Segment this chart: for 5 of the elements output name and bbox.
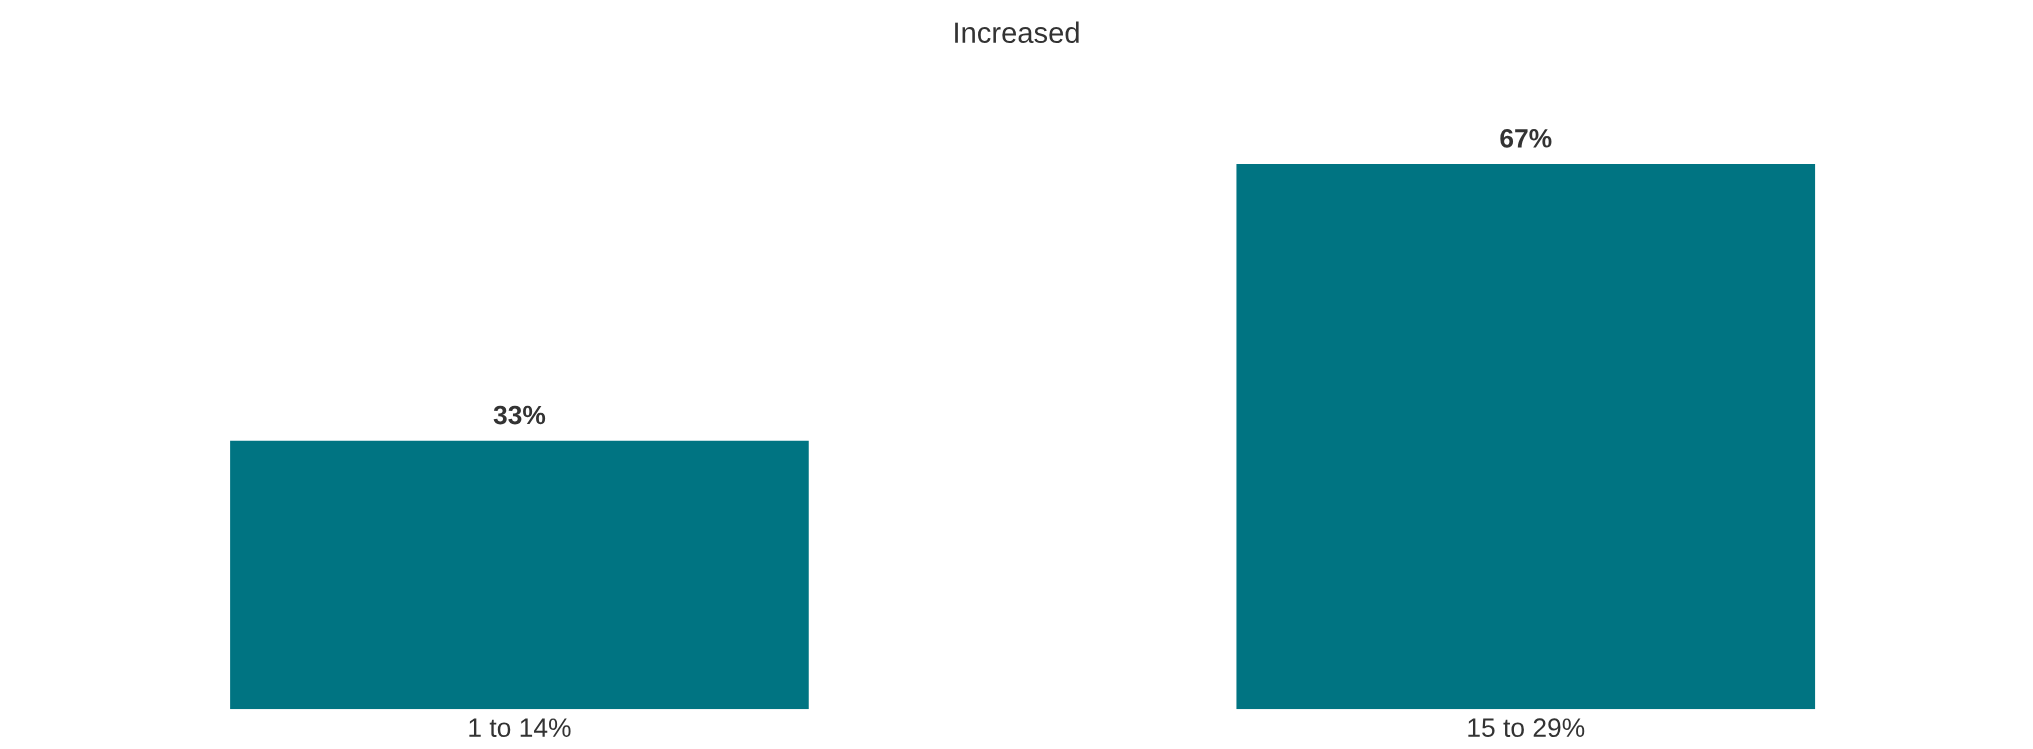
chart-title: Increased	[955, 21, 1079, 44]
data-label: 33%	[493, 405, 546, 425]
x-tick-label: 1 to 14%	[469, 718, 571, 738]
x-tick-label: 15 to 29%	[1468, 718, 1585, 738]
data-label: 67%	[1500, 128, 1552, 148]
